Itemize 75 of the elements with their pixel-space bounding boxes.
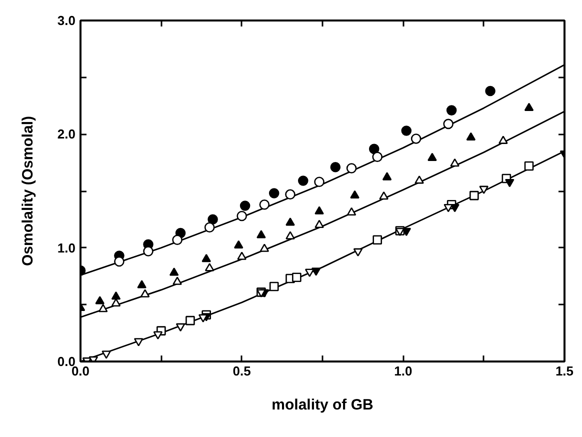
point bbox=[172, 234, 182, 246]
point bbox=[114, 256, 124, 267]
point bbox=[98, 304, 108, 312]
point bbox=[236, 210, 247, 222]
point bbox=[466, 132, 476, 141]
point bbox=[240, 200, 250, 211]
point bbox=[111, 291, 121, 300]
y-tick-label: 2.0 bbox=[57, 126, 76, 142]
point bbox=[314, 220, 324, 228]
point bbox=[134, 338, 144, 346]
line-series bbox=[80, 110, 564, 318]
point bbox=[428, 152, 437, 161]
point bbox=[368, 144, 380, 154]
point bbox=[259, 200, 270, 210]
point bbox=[204, 263, 214, 272]
point bbox=[143, 246, 154, 256]
point bbox=[382, 172, 392, 180]
point bbox=[256, 230, 266, 238]
point bbox=[470, 190, 479, 200]
point bbox=[204, 222, 215, 233]
point bbox=[286, 231, 295, 240]
point bbox=[401, 126, 412, 136]
line-series bbox=[80, 64, 564, 276]
point bbox=[186, 316, 195, 326]
point bbox=[346, 207, 356, 216]
x-tick-label: 1.5 bbox=[555, 364, 574, 378]
point bbox=[102, 350, 111, 359]
point bbox=[353, 248, 363, 257]
point bbox=[330, 162, 341, 172]
point bbox=[479, 186, 488, 194]
point bbox=[379, 191, 388, 200]
point bbox=[485, 86, 496, 96]
x-tick-label: 1.0 bbox=[394, 364, 412, 378]
point bbox=[234, 240, 244, 249]
point bbox=[444, 204, 453, 212]
point bbox=[450, 158, 460, 167]
point bbox=[346, 163, 357, 174]
y-axis-title: Osmolality (Osmolal) bbox=[19, 116, 36, 266]
point bbox=[314, 176, 324, 188]
point bbox=[268, 188, 280, 198]
point bbox=[176, 323, 186, 332]
point bbox=[260, 244, 270, 252]
point bbox=[95, 296, 105, 304]
point bbox=[311, 268, 321, 276]
point bbox=[372, 235, 382, 245]
point bbox=[350, 190, 360, 199]
point bbox=[169, 268, 179, 276]
point bbox=[410, 134, 422, 144]
point bbox=[140, 289, 150, 298]
point bbox=[208, 214, 218, 225]
point bbox=[314, 206, 324, 214]
point bbox=[443, 118, 454, 130]
y-tick-label: 3.0 bbox=[57, 13, 76, 28]
point bbox=[524, 161, 534, 171]
point bbox=[153, 331, 163, 340]
point bbox=[524, 102, 534, 111]
point bbox=[202, 254, 211, 262]
point bbox=[304, 268, 314, 277]
x-tick-label: 0.5 bbox=[232, 364, 251, 378]
point bbox=[498, 136, 508, 144]
point bbox=[286, 218, 295, 226]
point bbox=[237, 252, 246, 260]
point bbox=[446, 105, 457, 116]
point bbox=[414, 176, 424, 184]
point bbox=[111, 298, 121, 306]
point bbox=[137, 280, 146, 288]
point bbox=[504, 178, 514, 188]
x-axis-title: molality of GB bbox=[272, 396, 374, 414]
y-tick-label: 1.0 bbox=[57, 240, 76, 256]
point bbox=[298, 176, 308, 186]
point bbox=[292, 272, 302, 282]
point bbox=[172, 276, 182, 285]
point bbox=[372, 152, 383, 162]
point bbox=[269, 282, 279, 292]
point bbox=[285, 189, 296, 200]
